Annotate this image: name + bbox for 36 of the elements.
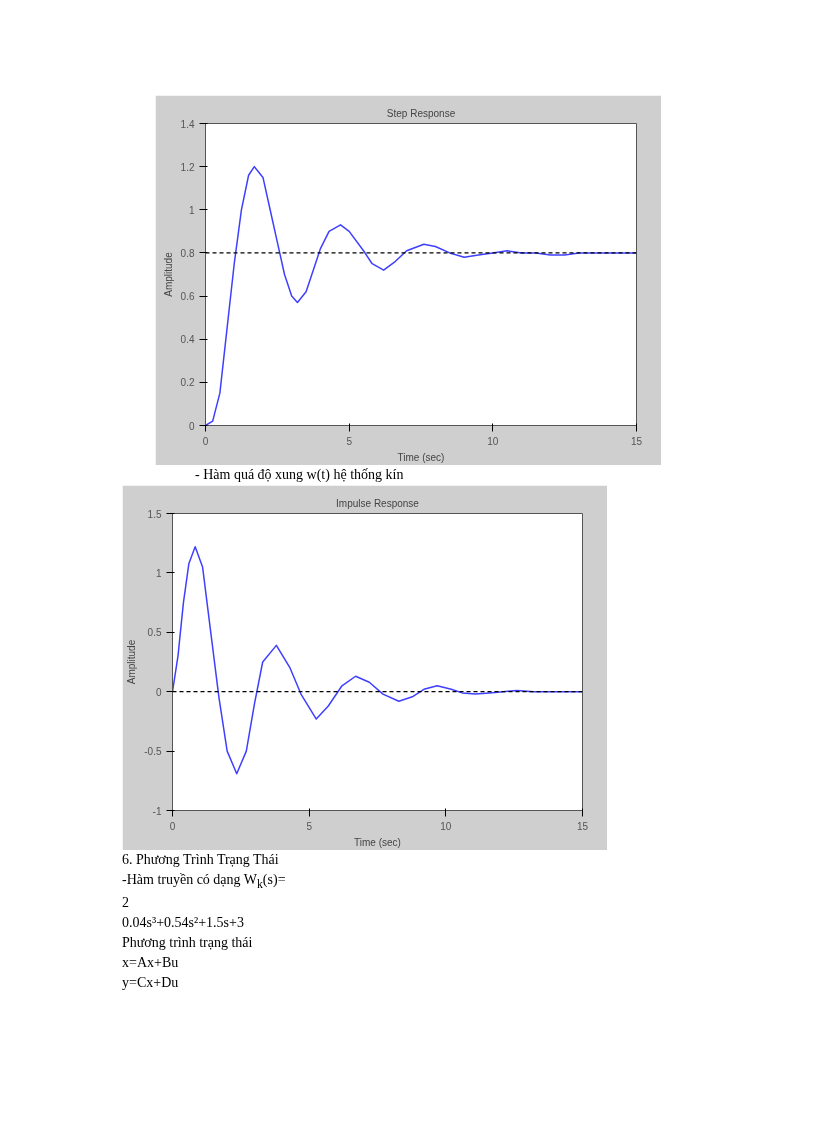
y-tick-label: 0.8: [180, 247, 195, 259]
x-tick-label: 10: [487, 435, 499, 447]
x-axis-title: Time (sec): [397, 451, 445, 463]
y-tick-label: 1.4: [180, 118, 195, 130]
y-tick-label: 1.2: [180, 161, 195, 173]
text: 2: [122, 894, 129, 913]
text: x=Ax+Bu: [122, 954, 179, 973]
text: 0.04s³+0.54s²+1.5s+3: [122, 914, 244, 933]
y-tick-label: 0.6: [180, 291, 195, 303]
x-tick-label: 5: [346, 435, 353, 447]
y-tick-label: 0.5: [147, 627, 162, 639]
x-tick-label: 0: [202, 435, 209, 447]
y-tick-label: 0: [188, 420, 195, 432]
chart-title: Step Response: [386, 107, 456, 119]
y-tick-label: -1: [152, 805, 162, 817]
x-tick-label: 5: [306, 820, 313, 832]
y-tick-label: -0.5: [144, 746, 162, 758]
x-tick-label: 0: [169, 820, 176, 832]
y-tick-label: 0.2: [180, 377, 195, 389]
y-tick-label: 1.5: [147, 508, 162, 520]
text: y=Cx+Du: [122, 974, 179, 993]
text: 6. Phương Trình Trạng Thái: [122, 851, 279, 869]
x-tick-label: 10: [440, 820, 452, 832]
y-tick-label: 1: [155, 567, 162, 579]
y-tick-label: 0.4: [180, 334, 195, 346]
y-axis-title: Amplitude: [162, 251, 174, 297]
x-tick-label: 15: [630, 435, 643, 447]
y-axis-title: Amplitude: [126, 639, 138, 685]
y-tick-label: 1: [188, 204, 195, 216]
text: -Hàm truyền có dạng W$_{k}$(s)=: [122, 871, 286, 893]
text: - Hàm quá độ xung w(t) hệ thống kín: [195, 466, 404, 484]
text: Phương trình trạng thái: [122, 934, 253, 953]
x-axis-title: Time (sec): [354, 836, 401, 848]
x-tick-label: 15: [576, 820, 589, 832]
chart-title: Impulse Response: [336, 497, 420, 509]
y-tick-label: 0: [155, 686, 162, 698]
